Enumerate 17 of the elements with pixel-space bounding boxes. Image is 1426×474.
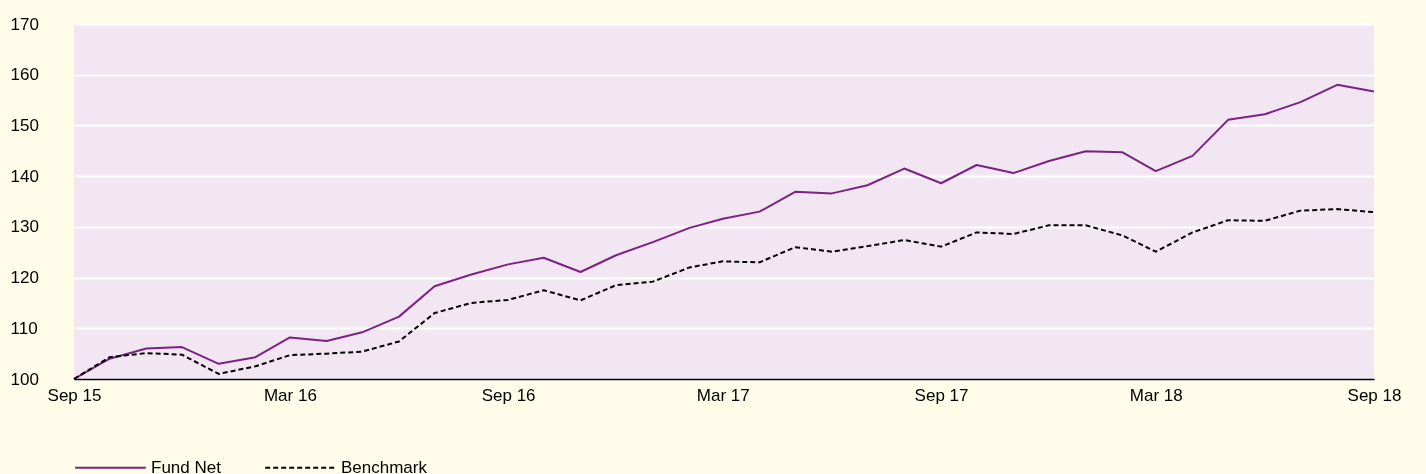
x-tick-label: Sep 16	[481, 385, 536, 405]
x-tick-label: Sep 17	[914, 385, 969, 405]
y-tick-label: 170	[10, 14, 39, 34]
legend-label: Benchmark	[341, 457, 428, 474]
y-tick-label: 130	[10, 217, 39, 237]
y-tick-label: 150	[10, 115, 39, 135]
x-tick-label: Mar 18	[1129, 385, 1183, 405]
x-tick-label: Mar 16	[263, 385, 317, 405]
y-tick-label: 110	[10, 318, 38, 338]
x-tick-label: Sep 18	[1347, 385, 1402, 405]
y-tick-label: 120	[10, 268, 39, 288]
legend-label: Fund Net	[151, 457, 222, 474]
y-tick-label: 100	[10, 369, 39, 389]
y-tick-label: 140	[10, 166, 39, 186]
y-tick-label: 160	[10, 65, 39, 85]
x-tick-label: Mar 17	[696, 385, 750, 405]
x-tick-label: Sep 15	[47, 385, 102, 405]
